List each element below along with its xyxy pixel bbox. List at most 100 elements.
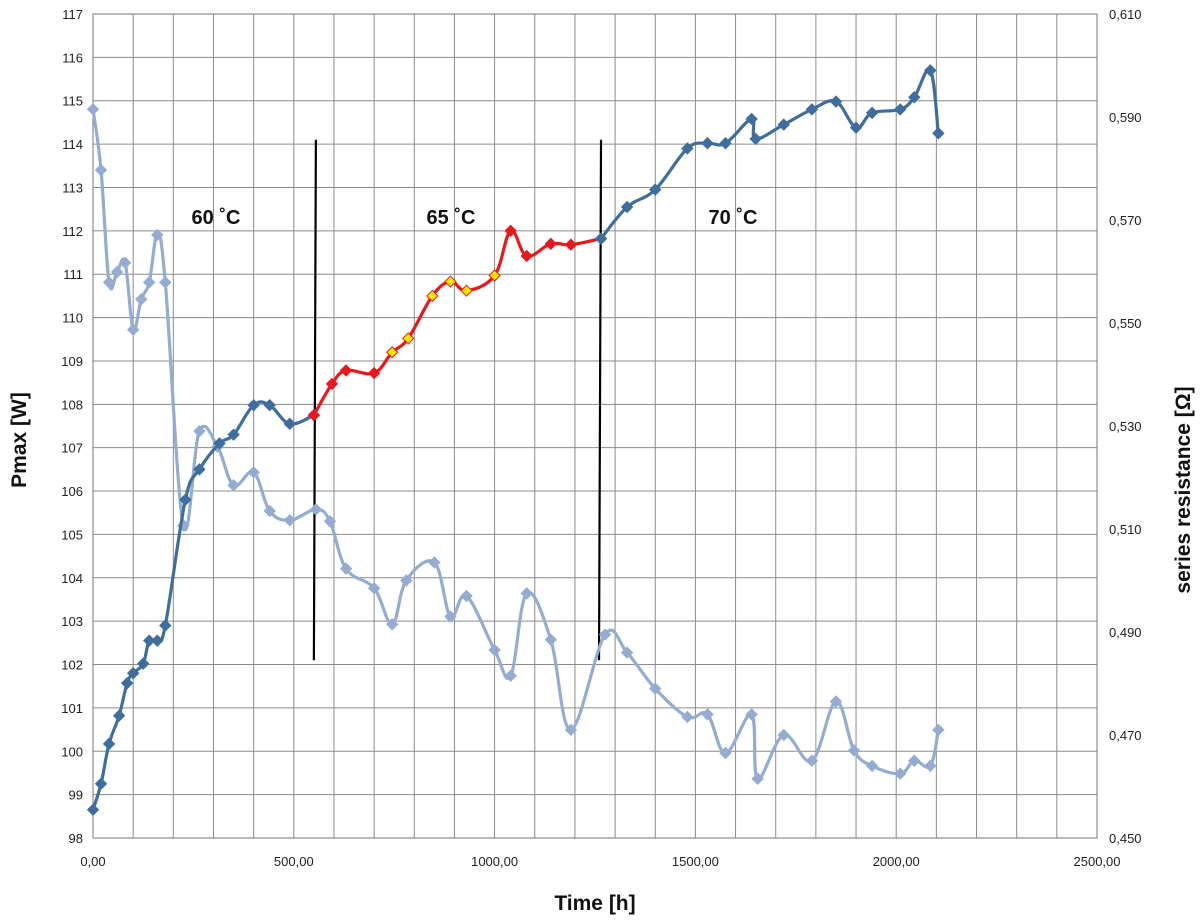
data-point-pmax <box>749 132 762 146</box>
data-point-pmax <box>777 118 790 131</box>
data-point-resistance <box>460 589 473 603</box>
zone-divider-line <box>597 139 603 661</box>
data-series <box>86 64 945 817</box>
y-tick-label: 100 <box>61 744 83 759</box>
y-tick-label: 116 <box>62 50 83 65</box>
data-point-pmax <box>339 364 353 377</box>
data-point-resistance <box>151 228 164 242</box>
data-point-pmax <box>849 121 863 134</box>
y-tick-label: 110 <box>62 311 83 326</box>
data-point-resistance <box>143 276 156 289</box>
data-point-resistance <box>110 265 124 279</box>
data-point-pmax <box>227 428 240 441</box>
data-point-resistance <box>932 723 945 737</box>
data-point-resistance <box>283 514 296 527</box>
plot-area-border <box>92 13 1098 839</box>
zone-divider-line <box>312 139 317 661</box>
data-point-pmax <box>460 284 473 297</box>
data-point-pmax <box>444 275 457 288</box>
series-2 <box>594 64 945 245</box>
x-tick-label: 0,00 <box>80 854 105 869</box>
data-point-pmax <box>426 289 439 303</box>
data-point-pmax <box>520 249 533 263</box>
zone-label-70c: 70 ˚C <box>709 206 758 229</box>
data-point-resistance <box>751 772 764 785</box>
data-point-resistance <box>444 610 457 623</box>
y-tick-label: 115 <box>62 94 83 109</box>
series-line-pmax <box>312 229 602 416</box>
data-point-pmax <box>263 398 276 412</box>
data-point-resistance <box>227 479 240 492</box>
y2-tick-label: 0,550 <box>1109 316 1142 331</box>
data-point-pmax <box>94 777 108 790</box>
data-point-resistance <box>924 759 937 773</box>
data-point-resistance <box>94 163 108 177</box>
data-point-pmax <box>805 103 819 116</box>
data-point-pmax <box>112 709 126 722</box>
y2-tick-label: 0,490 <box>1109 625 1142 640</box>
data-point-resistance <box>86 103 100 116</box>
y-axis-title: Pmax [W] <box>8 392 31 488</box>
y2-tick-label: 0,610 <box>1109 7 1142 22</box>
data-point-resistance <box>193 424 206 438</box>
x-tick-label: 2000,00 <box>873 854 920 869</box>
data-point-resistance <box>367 582 381 595</box>
y2-tick-label: 0,510 <box>1109 522 1142 537</box>
series-line-pmax <box>599 67 940 240</box>
zone-label-60c: 60 ˚C <box>192 206 241 229</box>
y-tick-label: 98 <box>69 831 83 846</box>
y-tick-label: 113 <box>62 180 83 195</box>
y-tick-label: 109 <box>61 354 83 369</box>
y-tick-label: 101 <box>61 701 83 716</box>
data-point-resistance <box>488 643 501 657</box>
data-point-pmax <box>719 137 732 150</box>
data-point-pmax <box>488 269 501 282</box>
tick-labels: 98 99 100 101 102 103 104 105 106 107 108 109 110 111… <box>61 7 1141 869</box>
data-point-pmax <box>924 64 937 77</box>
data-point-pmax <box>865 106 879 120</box>
y2-tick-label: 0,470 <box>1109 728 1142 743</box>
data-point-resistance <box>681 710 694 724</box>
data-point-pmax <box>701 137 714 150</box>
data-point-resistance <box>400 574 413 587</box>
data-point-resistance <box>118 256 132 269</box>
data-point-pmax <box>649 183 662 196</box>
data-point-resistance <box>309 503 323 516</box>
data-point-resistance <box>894 767 907 780</box>
y-tick-label: 117 <box>62 7 83 22</box>
data-point-pmax <box>159 619 172 632</box>
data-point-pmax <box>120 676 134 690</box>
data-point-pmax <box>126 666 140 680</box>
data-point-pmax <box>932 127 945 140</box>
data-point-pmax <box>681 142 694 155</box>
data-point-resistance <box>701 708 714 721</box>
y-tick-label: 99 <box>69 788 83 803</box>
data-point-resistance <box>805 754 819 767</box>
data-point-pmax <box>179 493 192 506</box>
y2-tick-label: 0,590 <box>1109 110 1142 125</box>
temperature-zone-dividers <box>312 139 603 661</box>
data-point-resistance <box>865 759 879 773</box>
y2-tick-label: 0,530 <box>1109 419 1142 434</box>
data-point-resistance <box>847 744 861 757</box>
y-tick-label: 105 <box>61 527 83 542</box>
data-point-resistance <box>385 618 399 631</box>
y-tick-label: 103 <box>61 614 83 629</box>
x-tick-label: 500,00 <box>274 854 314 869</box>
zone-label-65c: 65 ˚C <box>427 206 476 229</box>
y-tick-label: 106 <box>61 484 83 499</box>
x-tick-label: 1500,00 <box>672 854 719 869</box>
y2-tick-label: 0,450 <box>1109 831 1142 846</box>
data-point-resistance <box>620 646 634 659</box>
data-point-pmax <box>213 437 226 450</box>
data-point-pmax <box>564 238 578 251</box>
data-point-pmax <box>151 634 164 647</box>
data-point-pmax <box>908 91 921 104</box>
data-point-pmax <box>385 346 399 359</box>
x-tick-label: 2500,00 <box>1074 854 1121 869</box>
data-point-resistance <box>564 723 578 737</box>
x-axis-title: Time [h] <box>554 892 635 915</box>
series-1 <box>307 224 608 422</box>
data-point-pmax <box>367 366 381 380</box>
data-point-pmax <box>193 463 206 476</box>
